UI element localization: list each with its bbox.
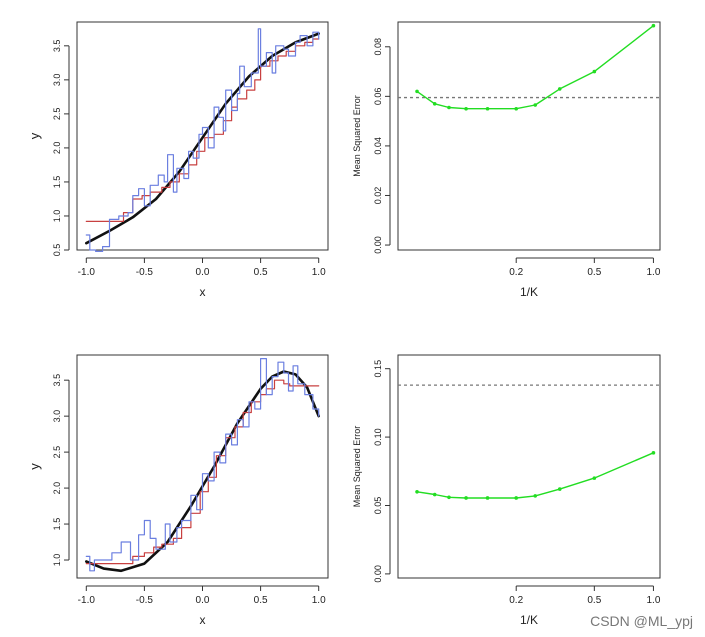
mse-point bbox=[447, 105, 451, 110]
mse-point bbox=[514, 496, 519, 500]
y-axis-label: Mean Squared Error bbox=[352, 95, 362, 177]
mse-point bbox=[651, 451, 656, 455]
watermark: CSDN @ML_ypj bbox=[590, 613, 693, 629]
series-knn-k-1 bbox=[85, 358, 320, 572]
y-tick-label: 0.06 bbox=[373, 88, 383, 106]
y-tick-label: 1.0 bbox=[52, 210, 62, 223]
series-knn-k-9 bbox=[85, 379, 320, 565]
x-axis-label: x bbox=[200, 613, 206, 627]
y-axis-label: y bbox=[27, 463, 42, 470]
mse-point bbox=[592, 476, 597, 480]
y-tick-label: 1.5 bbox=[52, 176, 62, 189]
y-tick-label: 0.00 bbox=[373, 565, 383, 583]
series-knn-test-mse bbox=[416, 25, 655, 110]
x-tick-label: 0.2 bbox=[509, 595, 523, 606]
y-tick-label: 3.0 bbox=[52, 74, 62, 87]
panel-bottom-left-fit: -1.0 -0.5 0.0 0.5 1.0 1.0 1.5 2.0 2.5 3.0 3.5 x y bbox=[27, 354, 329, 627]
mse-point bbox=[557, 87, 562, 91]
y-tick-label: 2.0 bbox=[52, 142, 62, 155]
y-tick-label: 0.10 bbox=[373, 428, 383, 446]
x-tick-label: -1.0 bbox=[78, 595, 96, 606]
mse-point bbox=[432, 101, 437, 106]
panel-top-left-fit: -1.0 -0.5 0.0 0.5 1.0 0.5 1.0 1.5 2.0 2.5 3.0 3.5 x y bbox=[27, 21, 329, 299]
x-tick-label: -1.0 bbox=[78, 267, 96, 278]
y-tick-label: 0.04 bbox=[373, 137, 383, 155]
x-tick-label: 0.5 bbox=[254, 267, 268, 278]
y-tick-label: 3.5 bbox=[52, 374, 62, 387]
y-tick-label: 3.0 bbox=[52, 410, 62, 423]
mse-point bbox=[432, 492, 437, 497]
y-tick-label: 2.5 bbox=[52, 446, 62, 459]
y-tick-label: 2.5 bbox=[52, 108, 62, 121]
panel-bottom-right-mse: 0.2 0.5 1.0 0.00 0.05 0.10 0.15 1/K Mean Squared… bbox=[352, 354, 661, 627]
panel-top-right-mse: 0.2 0.5 1.0 0.00 0.02 0.04 0.06 0.08 1/K Mean Squ… bbox=[352, 21, 661, 299]
series-true-f bbox=[85, 32, 320, 245]
y-tick-label: 1.5 bbox=[52, 518, 62, 531]
series-knn-test-mse bbox=[416, 452, 655, 499]
series-knn-k-1 bbox=[85, 28, 320, 252]
x-tick-label: 0.5 bbox=[254, 595, 268, 606]
y-tick-label: 0.08 bbox=[373, 38, 383, 56]
plot-frame bbox=[76, 354, 329, 579]
x-axis-label: x bbox=[200, 285, 206, 299]
y-tick-label: 0.05 bbox=[373, 497, 383, 515]
x-tick-label: -0.5 bbox=[136, 267, 154, 278]
mse-point bbox=[514, 106, 519, 111]
plot-frame bbox=[76, 21, 329, 251]
plot-frame bbox=[397, 354, 661, 579]
x-tick-label: 0.5 bbox=[587, 267, 601, 278]
mse-point bbox=[464, 496, 468, 500]
mse-point bbox=[592, 69, 597, 74]
x-tick-label: 0.0 bbox=[196, 267, 210, 278]
x-tick-label: 1.0 bbox=[312, 267, 326, 278]
y-axis-label: y bbox=[27, 132, 42, 139]
mse-point bbox=[533, 103, 538, 107]
mse-point bbox=[651, 23, 656, 28]
y-tick-label: 0.00 bbox=[373, 236, 383, 254]
mse-point bbox=[485, 106, 490, 111]
x-tick-label: 1.0 bbox=[312, 595, 326, 606]
y-tick-label: 0.02 bbox=[373, 187, 383, 205]
mse-point bbox=[464, 106, 468, 111]
mse-point bbox=[447, 495, 451, 500]
x-axis-label: 1/K bbox=[520, 285, 538, 299]
y-tick-label: 2.0 bbox=[52, 482, 62, 495]
y-axis-label: Mean Squared Error bbox=[352, 426, 362, 508]
y-tick-label: 3.5 bbox=[52, 40, 62, 53]
mse-point bbox=[415, 490, 419, 494]
y-tick-label: 1.0 bbox=[52, 554, 62, 567]
y-tick-label: 0.5 bbox=[52, 244, 62, 257]
x-tick-label: 1.0 bbox=[646, 595, 660, 606]
mse-point bbox=[533, 494, 538, 498]
x-tick-label: 0.2 bbox=[509, 267, 523, 278]
mse-point bbox=[557, 487, 562, 491]
x-axis-label: 1/K bbox=[520, 613, 538, 627]
x-tick-label: 0.0 bbox=[196, 595, 210, 606]
mse-point bbox=[415, 89, 419, 94]
x-tick-label: -0.5 bbox=[136, 595, 154, 606]
y-tick-label: 0.15 bbox=[373, 360, 383, 378]
series-true-f bbox=[85, 370, 320, 573]
mse-point bbox=[485, 496, 490, 500]
x-tick-label: 0.5 bbox=[587, 595, 601, 606]
plot-frame bbox=[397, 21, 661, 251]
x-tick-label: 1.0 bbox=[646, 267, 660, 278]
